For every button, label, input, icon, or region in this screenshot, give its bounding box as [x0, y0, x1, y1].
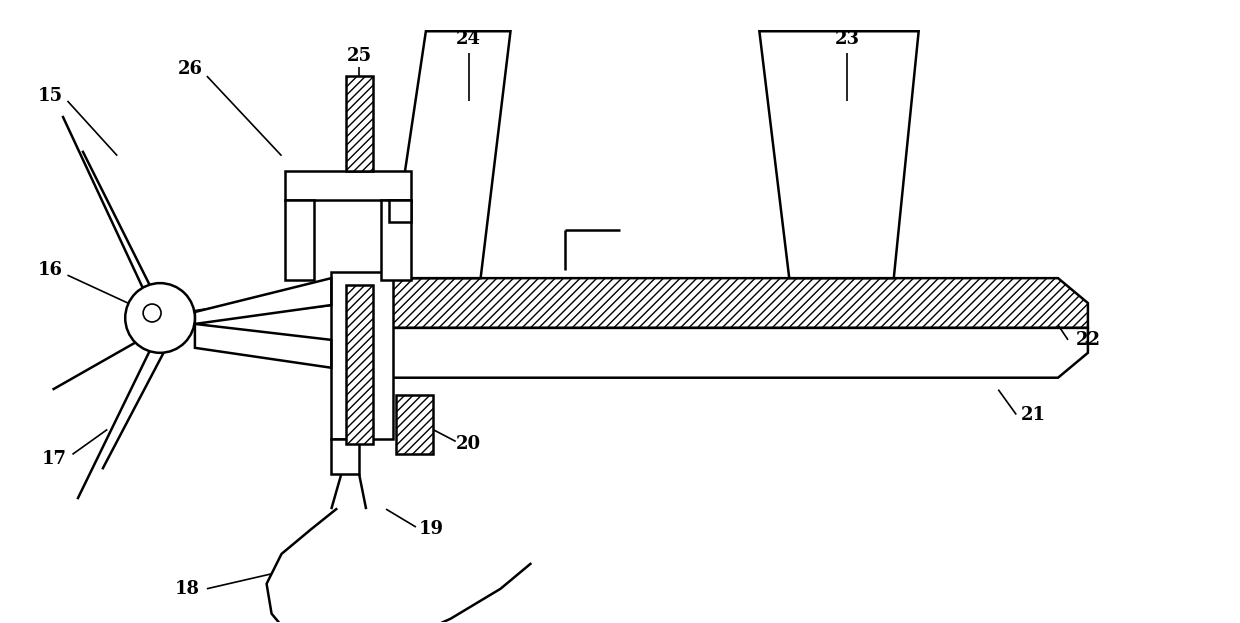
Text: 18: 18 — [175, 580, 200, 597]
Polygon shape — [389, 201, 410, 222]
Circle shape — [125, 283, 195, 353]
Text: 25: 25 — [347, 47, 372, 65]
Polygon shape — [284, 171, 410, 201]
Text: 20: 20 — [456, 435, 481, 454]
Polygon shape — [195, 324, 331, 368]
Polygon shape — [396, 394, 433, 454]
Polygon shape — [346, 285, 373, 444]
Polygon shape — [284, 201, 315, 280]
Text: 19: 19 — [418, 520, 444, 538]
Polygon shape — [389, 31, 511, 278]
Text: 23: 23 — [835, 31, 859, 48]
Text: 26: 26 — [177, 60, 202, 78]
Text: 21: 21 — [1021, 406, 1045, 424]
Text: 15: 15 — [38, 87, 63, 105]
Text: 24: 24 — [456, 31, 481, 48]
Polygon shape — [346, 76, 373, 171]
Polygon shape — [195, 278, 331, 324]
Text: 16: 16 — [38, 261, 63, 279]
Text: 22: 22 — [1075, 331, 1100, 349]
Polygon shape — [389, 278, 1087, 328]
Polygon shape — [759, 31, 919, 278]
Polygon shape — [389, 328, 1087, 378]
Polygon shape — [381, 201, 410, 280]
Polygon shape — [331, 272, 393, 439]
Text: 17: 17 — [42, 450, 67, 468]
Polygon shape — [331, 439, 360, 474]
